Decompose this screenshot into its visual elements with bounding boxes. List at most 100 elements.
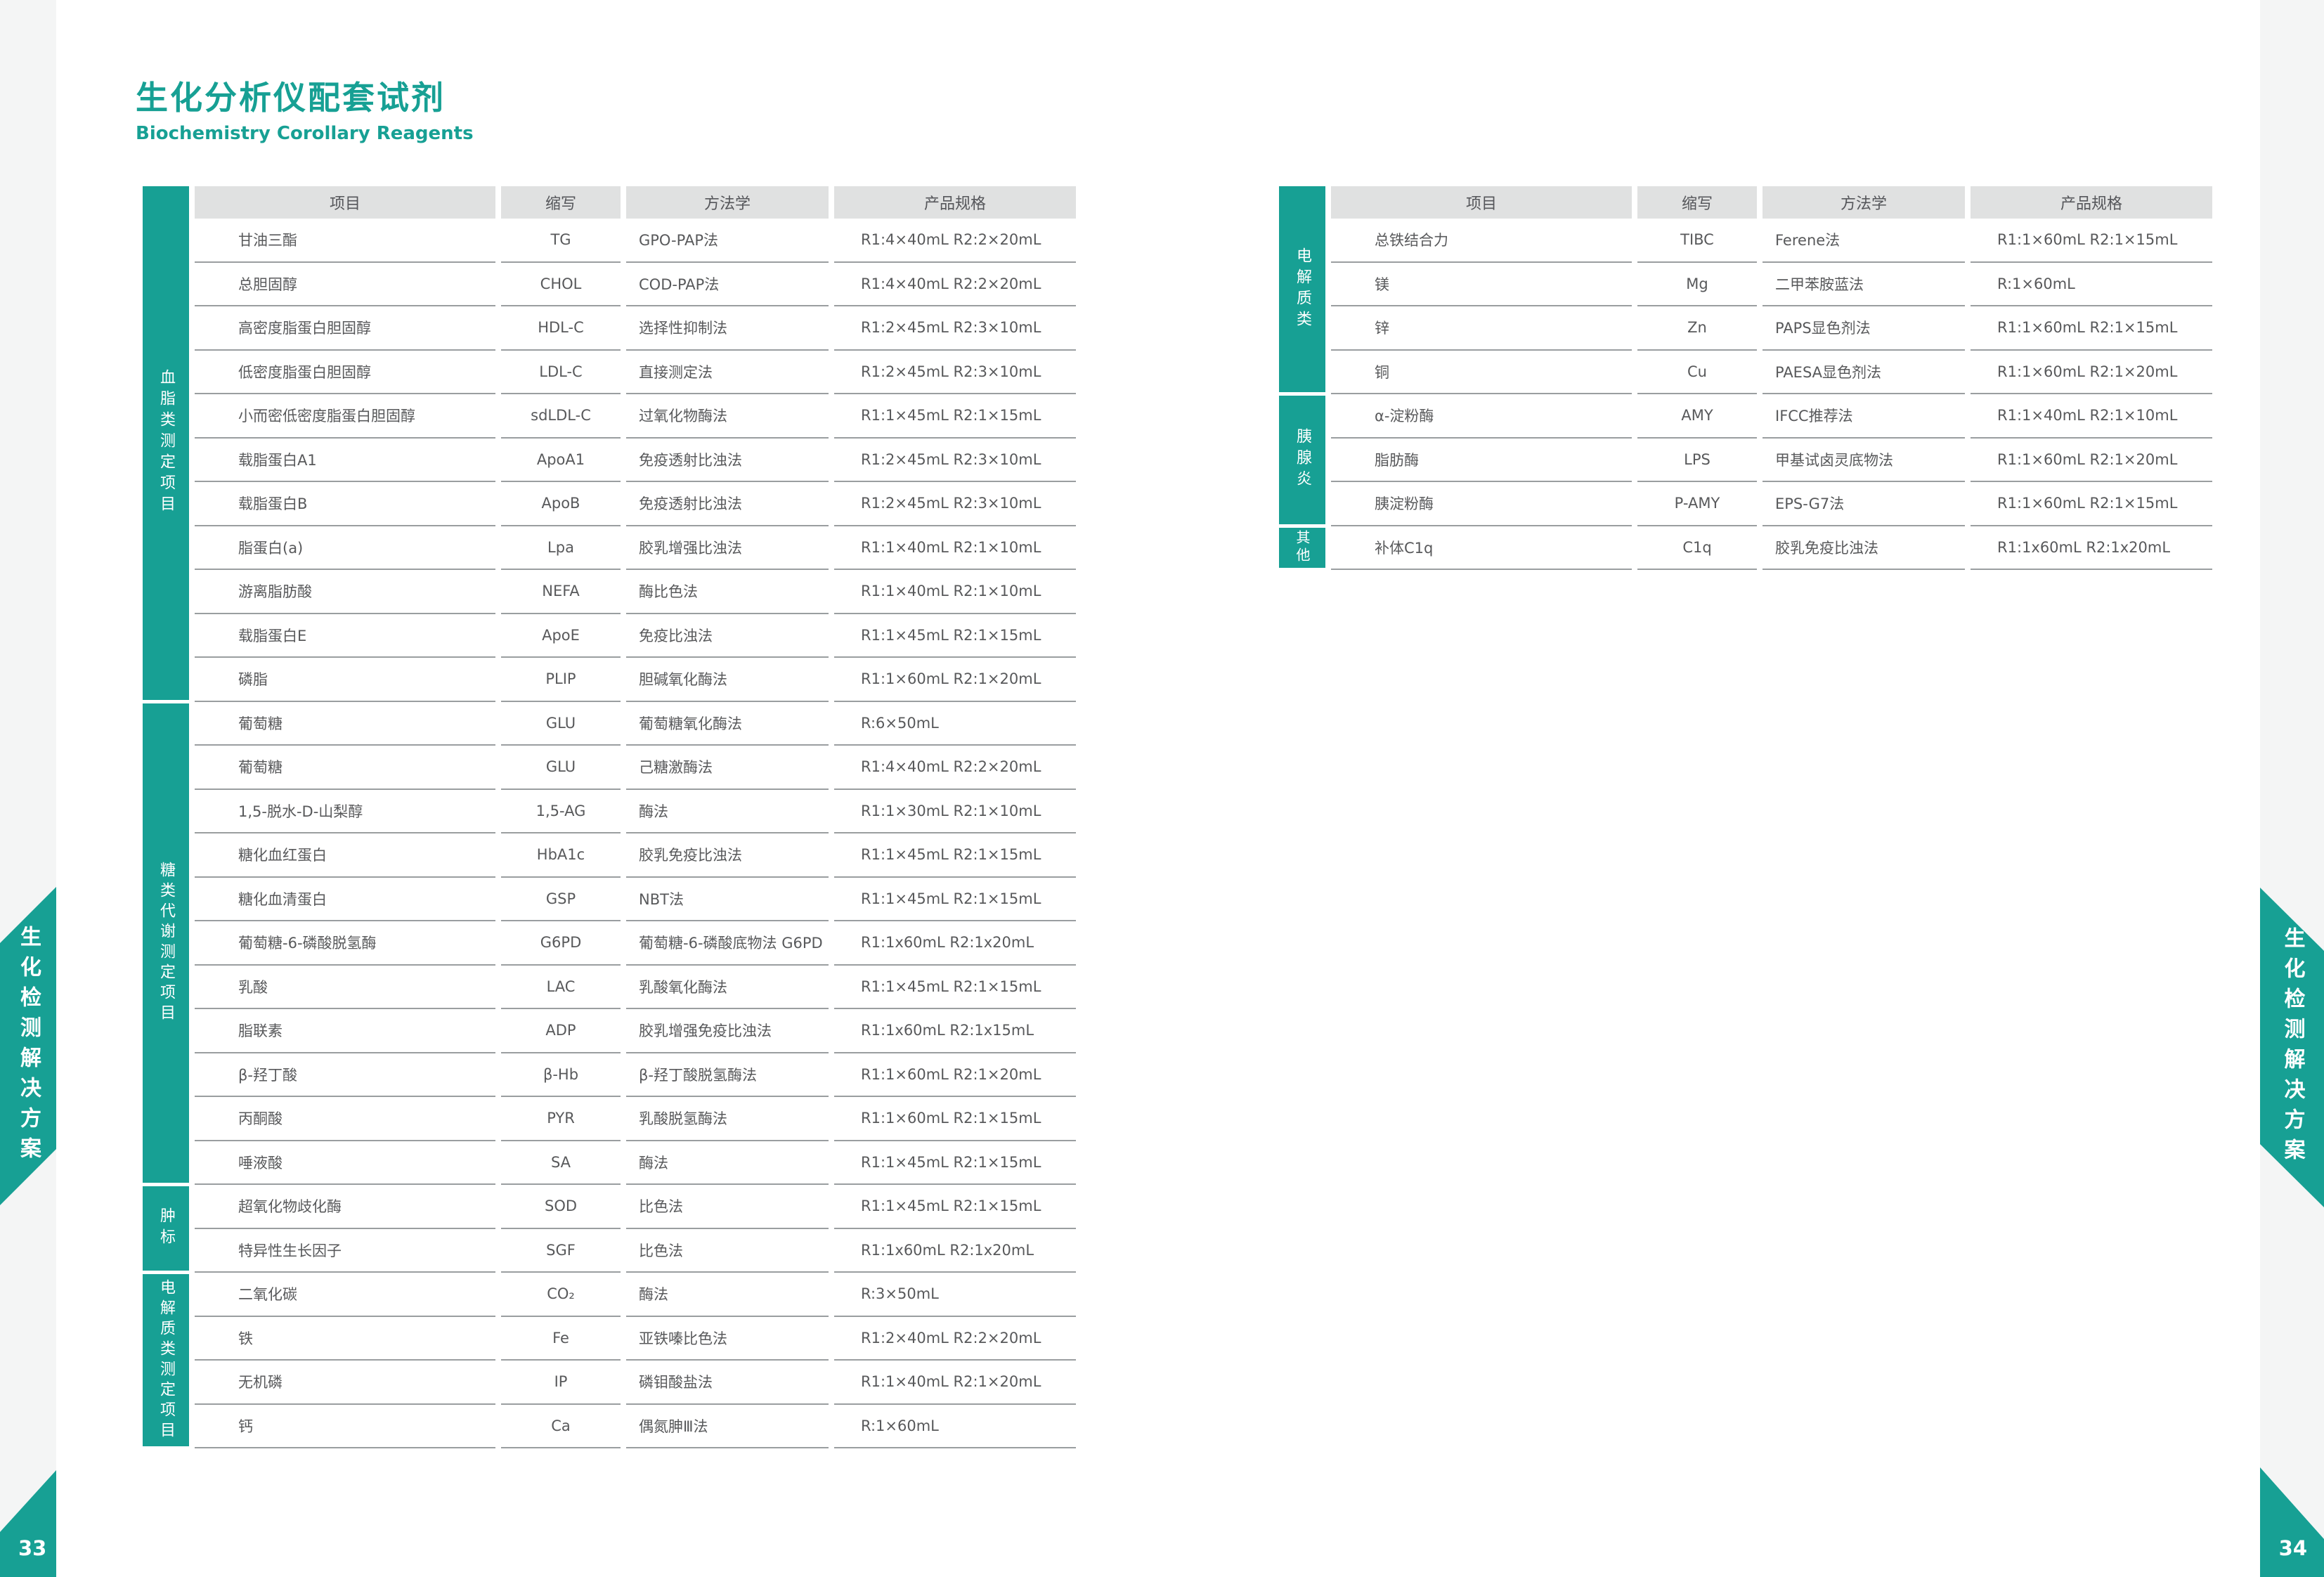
cell-item-name: 特异性生长因子 — [195, 1229, 495, 1273]
cell-item-name: 1,5-脱水-D-山梨醇 — [195, 790, 495, 833]
cell-methodology: 比色法 — [626, 1185, 829, 1229]
table-row: 葡萄糖-6-磷酸脱氢酶 G6PD 葡萄糖-6-磷酸底物法 G6PD R1:1x60mL… — [143, 921, 1076, 966]
cell-abbreviation: SA — [501, 1141, 621, 1185]
cell-methodology: 酶法 — [626, 1273, 829, 1317]
cell-methodology: 磷钼酸盐法 — [626, 1361, 829, 1405]
cell-abbreviation: Lpa — [501, 526, 621, 570]
category-block: 胰腺炎 — [1279, 396, 1325, 524]
cell-product-spec: R1:1×60mL R2:1×20mL — [1971, 351, 2212, 394]
cell-item-name: 糖化血清蛋白 — [195, 878, 495, 921]
cell-item-name: 钙 — [195, 1405, 495, 1448]
cell-methodology: COD-PAP法 — [626, 263, 829, 306]
cell-methodology: 选择性抑制法 — [626, 306, 829, 351]
table-row: 总铁结合力 TIBC Ferene法 R1:1×60mL R2:1×15mL — [1279, 219, 2212, 263]
table-row: β-羟丁酸 β-Hb β-羟丁酸脱氢酶法 R1:1×60mL R2:1×20mL — [143, 1053, 1076, 1097]
table-row: 脂肪酶 LPS 甲基试卤灵底物法 R1:1×60mL R2:1×20mL — [1279, 439, 2212, 482]
col-header-item: 项目 — [195, 186, 495, 219]
cell-abbreviation: ApoB — [501, 482, 621, 526]
cell-item-name: 葡萄糖-6-磷酸脱氢酶 — [195, 921, 495, 966]
cell-abbreviation: P-AMY — [1637, 482, 1757, 526]
cell-item-name: 葡萄糖 — [195, 746, 495, 790]
cell-abbreviation: G6PD — [501, 921, 621, 966]
cell-item-name: 糖化血红蛋白 — [195, 833, 495, 878]
cell-abbreviation: PLIP — [501, 658, 621, 702]
right-margin-strip — [2260, 0, 2324, 1577]
cell-product-spec: R:6×50mL — [834, 702, 1076, 746]
cell-item-name: 锌 — [1331, 306, 1632, 351]
cell-product-spec: R1:1×45mL R2:1×15mL — [834, 394, 1076, 439]
cell-abbreviation: Mg — [1637, 263, 1757, 306]
left-margin-strip — [0, 0, 56, 1577]
cell-abbreviation: GLU — [501, 702, 621, 746]
table-row: 磷脂 PLIP 胆碱氧化酶法 R1:1×60mL R2:1×20mL — [143, 658, 1076, 702]
cell-abbreviation: AMY — [1637, 394, 1757, 439]
cell-product-spec: R1:1×60mL R2:1×15mL — [834, 1097, 1076, 1141]
cell-item-name: 无机磷 — [195, 1361, 495, 1405]
cell-abbreviation: TG — [501, 219, 621, 263]
page-subtitle: Biochemistry Corollary Reagents — [136, 123, 474, 145]
cell-item-name: 高密度脂蛋白胆固醇 — [195, 306, 495, 351]
cell-abbreviation: C1q — [1637, 526, 1757, 570]
col-header-abbr: 缩写 — [501, 186, 621, 219]
cell-abbreviation: Cu — [1637, 351, 1757, 394]
cell-product-spec: R1:1×60mL R2:1×20mL — [834, 1053, 1076, 1097]
table-row: 载脂蛋白E ApoE 免疫比浊法 R1:1×45mL R2:1×15mL — [143, 614, 1076, 658]
cell-product-spec: R1:1×60mL R2:1×20mL — [1971, 439, 2212, 482]
cell-product-spec: R1:2×45mL R2:3×10mL — [834, 351, 1076, 394]
cell-abbreviation: ApoA1 — [501, 439, 621, 482]
cell-methodology: 直接测定法 — [626, 351, 829, 394]
cell-methodology: 二甲苯胺蓝法 — [1763, 263, 1965, 306]
table-row: α-淀粉酶 AMY IFCC推荐法 R1:1×40mL R2:1×10mL — [1279, 394, 2212, 439]
table-row: 唾液酸 SA 酶法 R1:1×45mL R2:1×15mL — [143, 1141, 1076, 1185]
cell-abbreviation: CO₂ — [501, 1273, 621, 1317]
title-block: 生化分析仪配套试剂 Biochemistry Corollary Reagent… — [136, 79, 474, 144]
cell-item-name: 镁 — [1331, 263, 1632, 306]
cell-product-spec: R1:1×30mL R2:1×10mL — [834, 790, 1076, 833]
page-title: 生化分析仪配套试剂 — [136, 79, 446, 117]
cell-item-name: 载脂蛋白E — [195, 614, 495, 658]
category-label: 其他 — [1294, 530, 1311, 566]
cell-methodology: 乳酸氧化酶法 — [626, 966, 829, 1009]
table-header-row: 项目 缩写 方法学 产品规格 — [1279, 186, 2212, 219]
cell-methodology: Ferene法 — [1763, 219, 1965, 263]
cell-abbreviation: sdLDL-C — [501, 394, 621, 439]
cell-item-name: 葡萄糖 — [195, 702, 495, 746]
category-block: 电解质类 — [1279, 186, 1325, 392]
cell-abbreviation: ApoE — [501, 614, 621, 658]
category-block: 血脂类测定项目 — [143, 186, 189, 700]
cell-abbreviation: Fe — [501, 1317, 621, 1361]
col-header-method: 方法学 — [1763, 186, 1965, 219]
cell-methodology: GPO-PAP法 — [626, 219, 829, 263]
cell-abbreviation: LPS — [1637, 439, 1757, 482]
cell-product-spec: R1:1x60mL R2:1x20mL — [1971, 526, 2212, 570]
cell-methodology: 胶乳免疫比浊法 — [1763, 526, 1965, 570]
cell-methodology: 免疫透射比浊法 — [626, 482, 829, 526]
cell-methodology: 酶法 — [626, 1141, 829, 1185]
cell-item-name: 低密度脂蛋白胆固醇 — [195, 351, 495, 394]
right-ribbon-label: 生化检测解决方案 — [2280, 926, 2305, 1169]
table-header-row: 项目 缩写 方法学 产品规格 — [143, 186, 1076, 219]
table-row: 总胆固醇 CHOL COD-PAP法 R1:4×40mL R2:2×20mL — [143, 263, 1076, 306]
cell-item-name: 乳酸 — [195, 966, 495, 1009]
cell-product-spec: R1:2×45mL R2:3×10mL — [834, 482, 1076, 526]
table-row: 镁 Mg 二甲苯胺蓝法 R:1×60mL — [1279, 263, 2212, 306]
category-label: 血脂类测定项目 — [157, 369, 175, 517]
col-header-spec: 产品规格 — [834, 186, 1076, 219]
cell-methodology: PAESA显色剂法 — [1763, 351, 1965, 394]
cell-methodology: 酶比色法 — [626, 570, 829, 614]
cell-product-spec: R1:1×40mL R2:1×10mL — [1971, 394, 2212, 439]
col-header-item: 项目 — [1331, 186, 1632, 219]
cell-methodology: 胶乳增强免疫比浊法 — [626, 1009, 829, 1053]
cell-methodology: 胶乳免疫比浊法 — [626, 833, 829, 878]
cell-methodology: 比色法 — [626, 1229, 829, 1273]
category-block: 电解质类测定项目 — [143, 1274, 189, 1446]
table-row: 葡萄糖 GLU 葡萄糖氧化酶法 R:6×50mL — [143, 702, 1076, 746]
cell-abbreviation: GSP — [501, 878, 621, 921]
cell-product-spec: R1:1x60mL R2:1x20mL — [834, 921, 1076, 966]
cell-item-name: 补体C1q — [1331, 526, 1632, 570]
table-row: 脂联素 ADP 胶乳增强免疫比浊法 R1:1x60mL R2:1x15mL — [143, 1009, 1076, 1053]
cell-product-spec: R:1×60mL — [1971, 263, 2212, 306]
cell-item-name: 胰淀粉酶 — [1331, 482, 1632, 526]
table-row: 特异性生长因子 SGF 比色法 R1:1x60mL R2:1x20mL — [143, 1229, 1076, 1273]
